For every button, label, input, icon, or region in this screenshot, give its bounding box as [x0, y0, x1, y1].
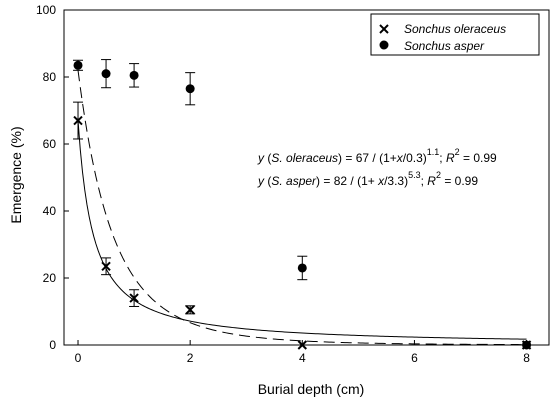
point-asper: [73, 60, 83, 70]
point-oleraceus: [297, 340, 308, 350]
eq1-exp: 1.1: [427, 147, 440, 157]
plot-frame: [63, 9, 550, 346]
point-oleraceus-stroke: [185, 305, 195, 315]
fit-curve-asper: [77, 70, 527, 346]
x-tick-label: 4: [299, 351, 306, 365]
fit-curve-oleraceus: [77, 120, 527, 340]
equation-asper: y (S. asper) = 82 / (1+ x/3.3)5.3; R2 = …: [257, 170, 478, 188]
eq2-y: y: [257, 174, 265, 188]
point-oleraceus-stroke: [101, 261, 111, 271]
point-asper: [129, 70, 139, 80]
eq1-sep: ;: [439, 151, 446, 165]
point-oleraceus-stroke: [297, 340, 308, 350]
eq2-body: ) = 82 / (1+: [316, 174, 378, 188]
legend-marker-x: [379, 24, 389, 34]
eq2-sep: ;: [421, 174, 428, 188]
y-axis-label: Emergence (%): [8, 126, 24, 223]
eq1-r-exp: 2: [455, 147, 460, 157]
legend-label-oleraceus: Sonchus oleraceus: [404, 22, 506, 36]
eq2-tail: /3.3): [384, 174, 408, 188]
eq1-y: y: [257, 151, 265, 165]
eq2-r: R: [427, 174, 436, 188]
x-tick-label: 0: [75, 351, 82, 365]
eq1-x: x: [396, 151, 404, 165]
eq1-r-val: = 0.99: [460, 151, 497, 165]
y-tick-label: 80: [43, 70, 57, 84]
legend-marker-circle: [379, 40, 389, 50]
point-oleraceus-stroke: [73, 115, 83, 126]
point-oleraceus: [73, 115, 83, 126]
legend-label-asper: Sonchus asper: [404, 39, 485, 53]
point-oleraceus-stroke: [129, 293, 139, 303]
point-oleraceus: [101, 261, 111, 271]
eq1-r: R: [446, 151, 455, 165]
point-asper: [297, 263, 307, 273]
eq1-tail: /0.3): [403, 151, 427, 165]
fit-curves: [77, 70, 527, 346]
eq2-r-exp: 2: [436, 170, 441, 180]
eq1-mid: (: [264, 151, 271, 165]
equation-oleraceus: y (S. oleraceus) = 67 / (1+x/0.3)1.1; R2…: [257, 147, 497, 165]
eq2-mid: (: [264, 174, 271, 188]
legend-box: [370, 13, 540, 56]
eq1-body: ) = 67 / (1+: [338, 151, 397, 165]
eq2-species: S. asper: [271, 174, 317, 188]
data-points: [73, 59, 532, 350]
axes: 0 20 40 60 80 100 0 2 4 6 8: [36, 3, 550, 365]
x-tick-label: 8: [523, 351, 530, 365]
point-oleraceus: [185, 305, 195, 315]
point-asper: [101, 69, 111, 79]
x-axis-label: Burial depth (cm): [258, 381, 365, 397]
point-asper: [522, 340, 532, 350]
y-tick-label: 20: [43, 271, 57, 285]
eq2-r-val: = 0.99: [441, 174, 478, 188]
eq2-exp: 5.3: [408, 170, 421, 180]
y-tick-label: 40: [43, 204, 57, 218]
y-tick-label: 100: [36, 3, 56, 17]
x-tick-label: 6: [411, 351, 418, 365]
point-oleraceus: [129, 293, 139, 303]
legend: Sonchus oleraceus Sonchus asper: [370, 13, 540, 56]
point-asper: [185, 84, 195, 94]
y-tick-label: 60: [43, 137, 57, 151]
y-tick-label: 0: [49, 338, 56, 352]
eq2-x: x: [377, 174, 385, 188]
eq1-species: S. oleraceus: [271, 151, 338, 165]
x-tick-label: 2: [187, 351, 194, 365]
